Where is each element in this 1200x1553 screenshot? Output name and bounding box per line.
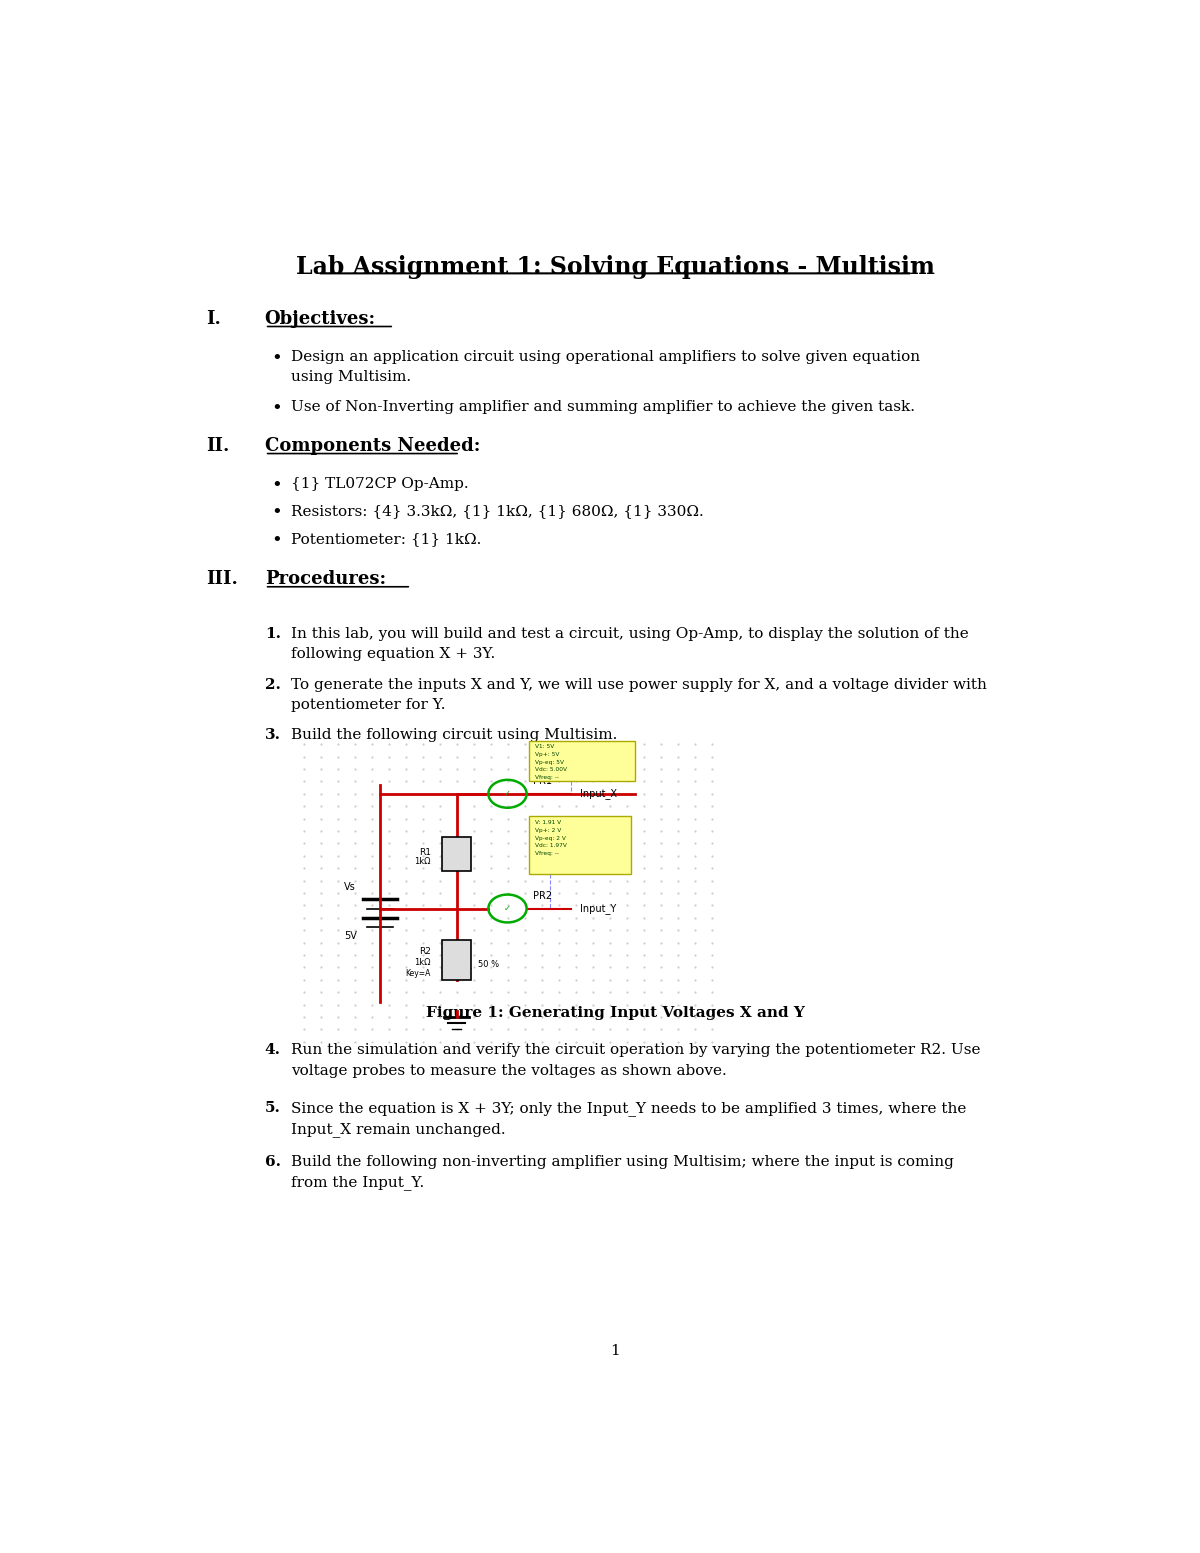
Text: Since the equation is X + 3Y; only the Input_Y needs to be amplified 3 times, wh: Since the equation is X + 3Y; only the I…	[292, 1101, 966, 1137]
Text: Resistors: {4} 3.3kΩ, {1} 1kΩ, {1} 680Ω, {1} 330Ω.: Resistors: {4} 3.3kΩ, {1} 1kΩ, {1} 680Ω,…	[292, 505, 703, 519]
Text: V: 1.91 V: V: 1.91 V	[535, 820, 562, 825]
Bar	[442, 940, 472, 980]
Text: Potentiometer: {1} 1kΩ.: Potentiometer: {1} 1kΩ.	[292, 533, 481, 547]
Text: Vdc: 5.00V: Vdc: 5.00V	[535, 767, 568, 772]
Text: R2: R2	[419, 947, 431, 957]
Text: Build the following circuit using Multisim.: Build the following circuit using Multis…	[292, 728, 618, 742]
Text: Vp+: 2 V: Vp+: 2 V	[535, 828, 562, 832]
Text: •: •	[271, 533, 282, 550]
Text: 5V: 5V	[344, 932, 356, 941]
Text: Vp+: 5V: Vp+: 5V	[535, 752, 559, 756]
Text: Lab Assignment 1: Solving Equations - Multisim: Lab Assignment 1: Solving Equations - Mu…	[295, 255, 935, 280]
Text: Components Needed:: Components Needed:	[265, 436, 480, 455]
Text: I.: I.	[206, 309, 221, 328]
Text: 5.: 5.	[265, 1101, 281, 1115]
Text: II.: II.	[206, 436, 229, 455]
Text: In this lab, you will build and test a circuit, using Op-Amp, to display the sol: In this lab, you will build and test a c…	[292, 627, 968, 662]
Text: Key=A: Key=A	[406, 969, 431, 978]
Text: •: •	[271, 401, 282, 418]
Text: Vp-eq: 5V: Vp-eq: 5V	[535, 759, 564, 764]
Text: Input_X: Input_X	[580, 789, 617, 800]
Text: R1: R1	[419, 848, 431, 857]
Text: •: •	[271, 477, 282, 495]
Text: {1} TL072CP Op-Amp.: {1} TL072CP Op-Amp.	[292, 477, 469, 491]
Text: PR1: PR1	[533, 776, 552, 786]
Text: V1: 5V: V1: 5V	[535, 744, 554, 749]
Text: Figure 1: Generating Input Voltages X and Y: Figure 1: Generating Input Voltages X an…	[426, 1006, 804, 1020]
Text: 1: 1	[610, 1345, 620, 1359]
Text: ✓: ✓	[504, 789, 511, 798]
Text: Input_Y: Input_Y	[580, 902, 616, 915]
Text: Vp-eq: 2 V: Vp-eq: 2 V	[535, 836, 566, 840]
Text: 1kΩ: 1kΩ	[414, 857, 431, 867]
Bar	[442, 837, 472, 871]
Text: 6.: 6.	[265, 1155, 281, 1169]
Text: ✓: ✓	[504, 904, 511, 913]
Text: III.: III.	[206, 570, 238, 589]
Text: Vdc: 1.97V: Vdc: 1.97V	[535, 843, 568, 848]
Text: Vfreq: --: Vfreq: --	[535, 775, 559, 780]
Text: 2.: 2.	[265, 677, 281, 691]
Text: Vfreq: --: Vfreq: --	[535, 851, 559, 856]
Text: 1.: 1.	[265, 627, 281, 641]
Text: 4.: 4.	[265, 1044, 281, 1058]
Text: Objectives:: Objectives:	[265, 309, 376, 328]
Text: Build the following non-inverting amplifier using Multisim; where the input is c: Build the following non-inverting amplif…	[292, 1155, 954, 1191]
Text: Use of Non-Inverting amplifier and summing amplifier to achieve the given task.: Use of Non-Inverting amplifier and summi…	[292, 401, 916, 415]
Text: Run the simulation and verify the circuit operation by varying the potentiometer: Run the simulation and verify the circui…	[292, 1044, 980, 1078]
Text: 1kΩ: 1kΩ	[414, 958, 431, 968]
Text: Procedures:: Procedures:	[265, 570, 386, 589]
Text: PR2: PR2	[533, 891, 552, 901]
Text: Vs: Vs	[344, 882, 356, 891]
Text: 3.: 3.	[265, 728, 281, 742]
Bar	[529, 815, 631, 874]
Text: To generate the inputs X and Y, we will use power supply for X, and a voltage di: To generate the inputs X and Y, we will …	[292, 677, 986, 713]
Text: 50 %: 50 %	[478, 960, 499, 969]
Text: •: •	[271, 505, 282, 522]
Bar	[529, 741, 635, 781]
Text: Design an application circuit using operational amplifiers to solve given equati: Design an application circuit using oper…	[292, 349, 920, 384]
Text: •: •	[271, 349, 282, 368]
